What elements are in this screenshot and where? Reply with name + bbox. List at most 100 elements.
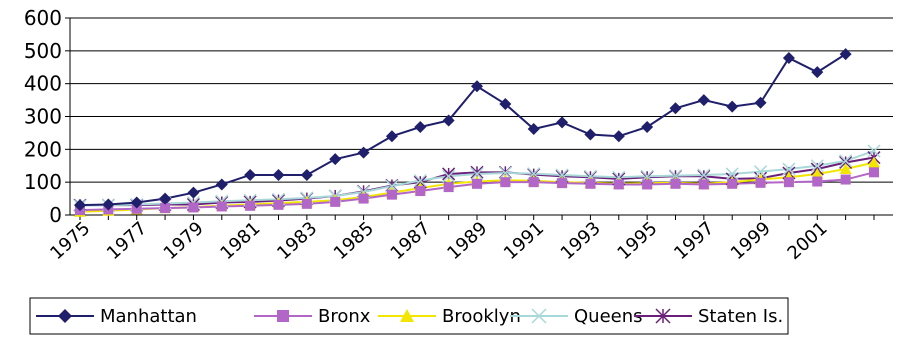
data-point bbox=[527, 122, 540, 135]
legend-marker bbox=[655, 308, 671, 324]
data-point bbox=[754, 165, 768, 179]
legend-label: Brooklyn bbox=[442, 306, 521, 327]
data-point bbox=[811, 167, 824, 179]
data-point bbox=[357, 146, 370, 159]
data-point bbox=[358, 193, 369, 204]
data-point bbox=[443, 182, 454, 193]
data-point bbox=[727, 178, 738, 189]
data-point bbox=[810, 159, 824, 173]
x-tick-label: 1983 bbox=[273, 218, 321, 264]
data-point bbox=[187, 186, 200, 199]
data-point bbox=[783, 177, 794, 188]
x-tick-label: 1999 bbox=[727, 218, 775, 264]
legend-label: Queens bbox=[574, 306, 643, 327]
data-point bbox=[867, 156, 880, 168]
data-point bbox=[839, 163, 852, 175]
data-point bbox=[74, 199, 86, 212]
data-point bbox=[812, 176, 823, 187]
data-point bbox=[385, 130, 398, 143]
x-tick-label: 1993 bbox=[557, 218, 605, 264]
data-point bbox=[413, 173, 427, 188]
data-point bbox=[273, 199, 284, 210]
data-point bbox=[442, 114, 455, 127]
legend-marker bbox=[531, 308, 547, 324]
data-point bbox=[131, 203, 142, 214]
data-point bbox=[867, 144, 881, 158]
x-tick-label: 1987 bbox=[387, 218, 435, 264]
data-point bbox=[499, 98, 512, 111]
data-point bbox=[782, 162, 796, 176]
data-point bbox=[160, 203, 171, 214]
data-point bbox=[216, 201, 227, 212]
legend-label: Staten Is. bbox=[698, 306, 783, 327]
legend-marker bbox=[277, 310, 289, 322]
data-point bbox=[188, 202, 199, 213]
data-point bbox=[329, 153, 342, 166]
x-tick-label: 1991 bbox=[500, 218, 548, 264]
data-point bbox=[584, 128, 597, 141]
data-point bbox=[782, 52, 795, 65]
data-point bbox=[272, 168, 285, 181]
y-tick-label: 200 bbox=[24, 137, 62, 161]
data-point bbox=[159, 192, 172, 205]
x-tick-label: 1979 bbox=[160, 218, 208, 264]
data-point bbox=[698, 179, 709, 190]
data-point bbox=[556, 116, 569, 129]
data-point bbox=[754, 96, 767, 109]
data-point bbox=[470, 167, 484, 181]
data-point bbox=[215, 178, 228, 191]
y-tick-label: 600 bbox=[24, 6, 62, 30]
x-tick-label: 2001 bbox=[784, 218, 832, 264]
legend-label: Bronx bbox=[318, 306, 371, 327]
data-point bbox=[642, 179, 653, 190]
data-point bbox=[840, 174, 851, 185]
series-line-manhattan bbox=[79, 53, 847, 207]
legend-marker bbox=[400, 309, 414, 322]
data-point bbox=[669, 102, 682, 115]
data-point bbox=[670, 178, 681, 189]
x-tick-label: 1977 bbox=[103, 218, 151, 264]
legend-marker bbox=[58, 309, 72, 323]
data-point bbox=[415, 186, 426, 197]
data-point bbox=[330, 196, 341, 207]
data-point bbox=[839, 154, 853, 168]
x-tick-label: 1981 bbox=[216, 218, 264, 264]
data-point bbox=[130, 196, 143, 209]
data-point bbox=[557, 178, 568, 189]
y-tick-label: 0 bbox=[49, 203, 62, 227]
data-point bbox=[755, 177, 766, 188]
data-point bbox=[245, 200, 256, 211]
data-point bbox=[585, 178, 596, 189]
x-tick-label: 1995 bbox=[613, 218, 661, 264]
data-point bbox=[612, 130, 625, 143]
data-point bbox=[839, 48, 852, 61]
data-point bbox=[641, 121, 654, 134]
data-point bbox=[442, 169, 456, 183]
y-tick-label: 300 bbox=[24, 105, 62, 129]
data-point bbox=[498, 166, 512, 180]
data-point bbox=[471, 178, 482, 189]
data-point bbox=[386, 189, 397, 200]
data-point bbox=[868, 167, 879, 178]
data-point bbox=[725, 167, 739, 181]
data-point bbox=[470, 80, 483, 93]
data-point bbox=[697, 168, 711, 182]
data-point bbox=[528, 177, 539, 188]
data-point bbox=[244, 168, 257, 181]
x-tick-label: 1985 bbox=[330, 218, 378, 264]
data-point bbox=[811, 66, 824, 79]
data-point bbox=[500, 177, 511, 188]
data-point bbox=[726, 100, 739, 113]
data-point bbox=[697, 94, 710, 107]
data-point bbox=[300, 168, 313, 181]
x-tick-label: 1997 bbox=[670, 218, 718, 264]
data-point bbox=[414, 121, 427, 134]
legend-label: Manhattan bbox=[100, 306, 197, 327]
data-point bbox=[102, 198, 115, 211]
y-tick-label: 400 bbox=[24, 72, 62, 96]
y-tick-label: 100 bbox=[24, 170, 62, 194]
data-point bbox=[613, 179, 624, 190]
x-tick-label: 1989 bbox=[443, 218, 491, 264]
